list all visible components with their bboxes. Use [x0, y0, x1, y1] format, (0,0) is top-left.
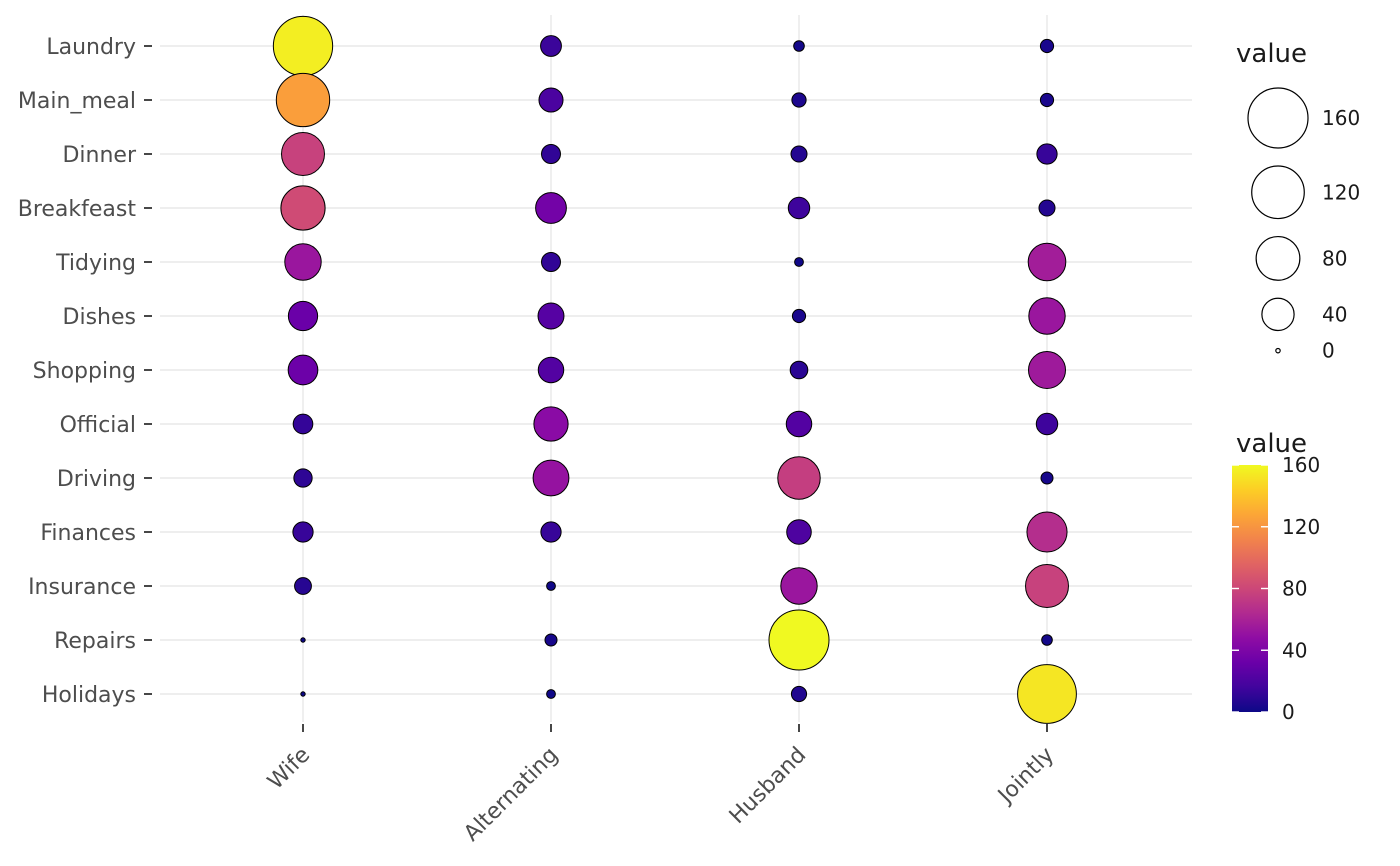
bubble-repairs-wife — [300, 637, 306, 643]
y-axis-label-holidays: Holidays — [42, 683, 136, 708]
bubble-repairs-alternating — [544, 633, 558, 647]
size-legend-label-120: 120 — [1322, 180, 1360, 204]
color-legend-label-120: 120 — [1282, 515, 1320, 539]
size-legend-title: value — [1236, 39, 1307, 69]
bubble-insurance-husband — [780, 567, 818, 605]
bubble-driving-wife — [293, 468, 313, 488]
y-axis-label-shopping: Shopping — [33, 359, 136, 384]
bubble-holidays-jointly — [1017, 664, 1077, 724]
bubble-dinner-jointly — [1036, 143, 1058, 165]
size-legend-label-0: 0 — [1322, 339, 1335, 363]
bubble-laundry-husband — [793, 40, 805, 52]
bubble-breakfeast-wife — [280, 185, 326, 231]
size-legend-label-40: 40 — [1322, 302, 1347, 326]
size-legend-key-160 — [1247, 87, 1309, 149]
bubble-tidying-husband — [794, 257, 804, 267]
y-axis-label-repairs: Repairs — [54, 629, 136, 654]
bubble-dishes-alternating — [537, 302, 565, 330]
bubble-dinner-husband — [790, 145, 808, 163]
bubble-repairs-jointly — [1041, 634, 1053, 646]
bubble-official-husband — [785, 410, 813, 438]
bubble-insurance-jointly — [1025, 564, 1069, 608]
bubble-main_meal-jointly — [1039, 92, 1055, 108]
bubble-main_meal-alternating — [538, 87, 564, 113]
bubble-driving-alternating — [532, 459, 570, 497]
bubble-official-jointly — [1035, 412, 1059, 436]
bubble-driving-jointly — [1040, 471, 1054, 485]
y-axis-label-breakfeast: Breakfeast — [18, 197, 137, 222]
size-legend-key-40 — [1261, 297, 1295, 332]
bubble-finances-wife — [292, 521, 314, 543]
y-axis-label-tidying: Tidying — [55, 251, 136, 276]
y-axis-label-finances: Finances — [40, 521, 136, 546]
size-legend-key-80 — [1255, 235, 1301, 281]
bubble-tidying-wife — [284, 243, 322, 281]
y-axis-label-dishes: Dishes — [63, 305, 136, 330]
color-legend-label-0: 0 — [1282, 700, 1295, 724]
bubble-breakfeast-husband — [787, 196, 811, 220]
bubble-main_meal-wife — [275, 72, 331, 128]
bubble-tidying-alternating — [541, 252, 561, 272]
bubble-holidays-husband — [790, 685, 808, 703]
bubble-laundry-jointly — [1039, 38, 1055, 54]
bubble-dishes-wife — [287, 300, 319, 332]
bubble-dishes-jointly — [1028, 297, 1066, 335]
bubble-shopping-jointly — [1028, 351, 1066, 389]
y-axis-label-official: Official — [60, 413, 136, 438]
bubble-official-alternating — [533, 406, 569, 442]
bubble-shopping-wife — [287, 354, 319, 386]
bubble-breakfeast-alternating — [535, 192, 567, 224]
color-legend-label-80: 80 — [1282, 577, 1307, 601]
bubble-finances-jointly — [1026, 511, 1068, 553]
size-legend-label-160: 160 — [1322, 106, 1360, 130]
bubble-dishes-husband — [791, 308, 807, 324]
bubble-tidying-jointly — [1027, 242, 1067, 282]
bubble-insurance-alternating — [546, 581, 556, 591]
size-legend-key-120 — [1251, 165, 1305, 220]
bubble-laundry-wife — [272, 15, 334, 77]
bubble-dinner-wife — [281, 132, 325, 176]
bubble-breakfeast-jointly — [1038, 199, 1056, 217]
x-axis-label-jointly: Jointly — [992, 743, 1059, 810]
bubble-finances-husband — [786, 519, 812, 545]
bubble-insurance-wife — [294, 577, 312, 595]
bubble-repairs-husband — [768, 609, 830, 671]
x-axis-label-alternating: Alternating — [459, 743, 563, 847]
y-axis-label-laundry: Laundry — [46, 35, 136, 60]
color-legend-label-160: 160 — [1282, 453, 1320, 477]
y-axis-label-main_meal: Main_meal — [18, 89, 136, 114]
color-legend-title: value — [1236, 429, 1307, 459]
y-axis-label-driving: Driving — [57, 467, 136, 492]
color-legend-label-40: 40 — [1282, 638, 1307, 662]
bubble-main_meal-husband — [791, 92, 807, 108]
bubble-dinner-alternating — [541, 144, 561, 164]
y-axis-label-insurance: Insurance — [28, 575, 136, 600]
bubble-laundry-alternating — [540, 35, 562, 57]
size-legend-label-80: 80 — [1322, 246, 1347, 270]
y-axis-label-dinner: Dinner — [62, 143, 136, 168]
bubble-finances-alternating — [540, 521, 562, 543]
bubble-holidays-alternating — [546, 689, 556, 699]
bubble-official-wife — [292, 413, 314, 435]
bubble-shopping-husband — [789, 360, 809, 380]
bubble-driving-husband — [777, 456, 821, 500]
bubble-holidays-wife — [300, 691, 306, 697]
x-axis-label-husband: Husband — [725, 743, 811, 829]
bubble-shopping-alternating — [537, 356, 565, 384]
size-legend-key-0 — [1275, 347, 1281, 354]
x-axis-label-wife: Wife — [263, 743, 315, 795]
